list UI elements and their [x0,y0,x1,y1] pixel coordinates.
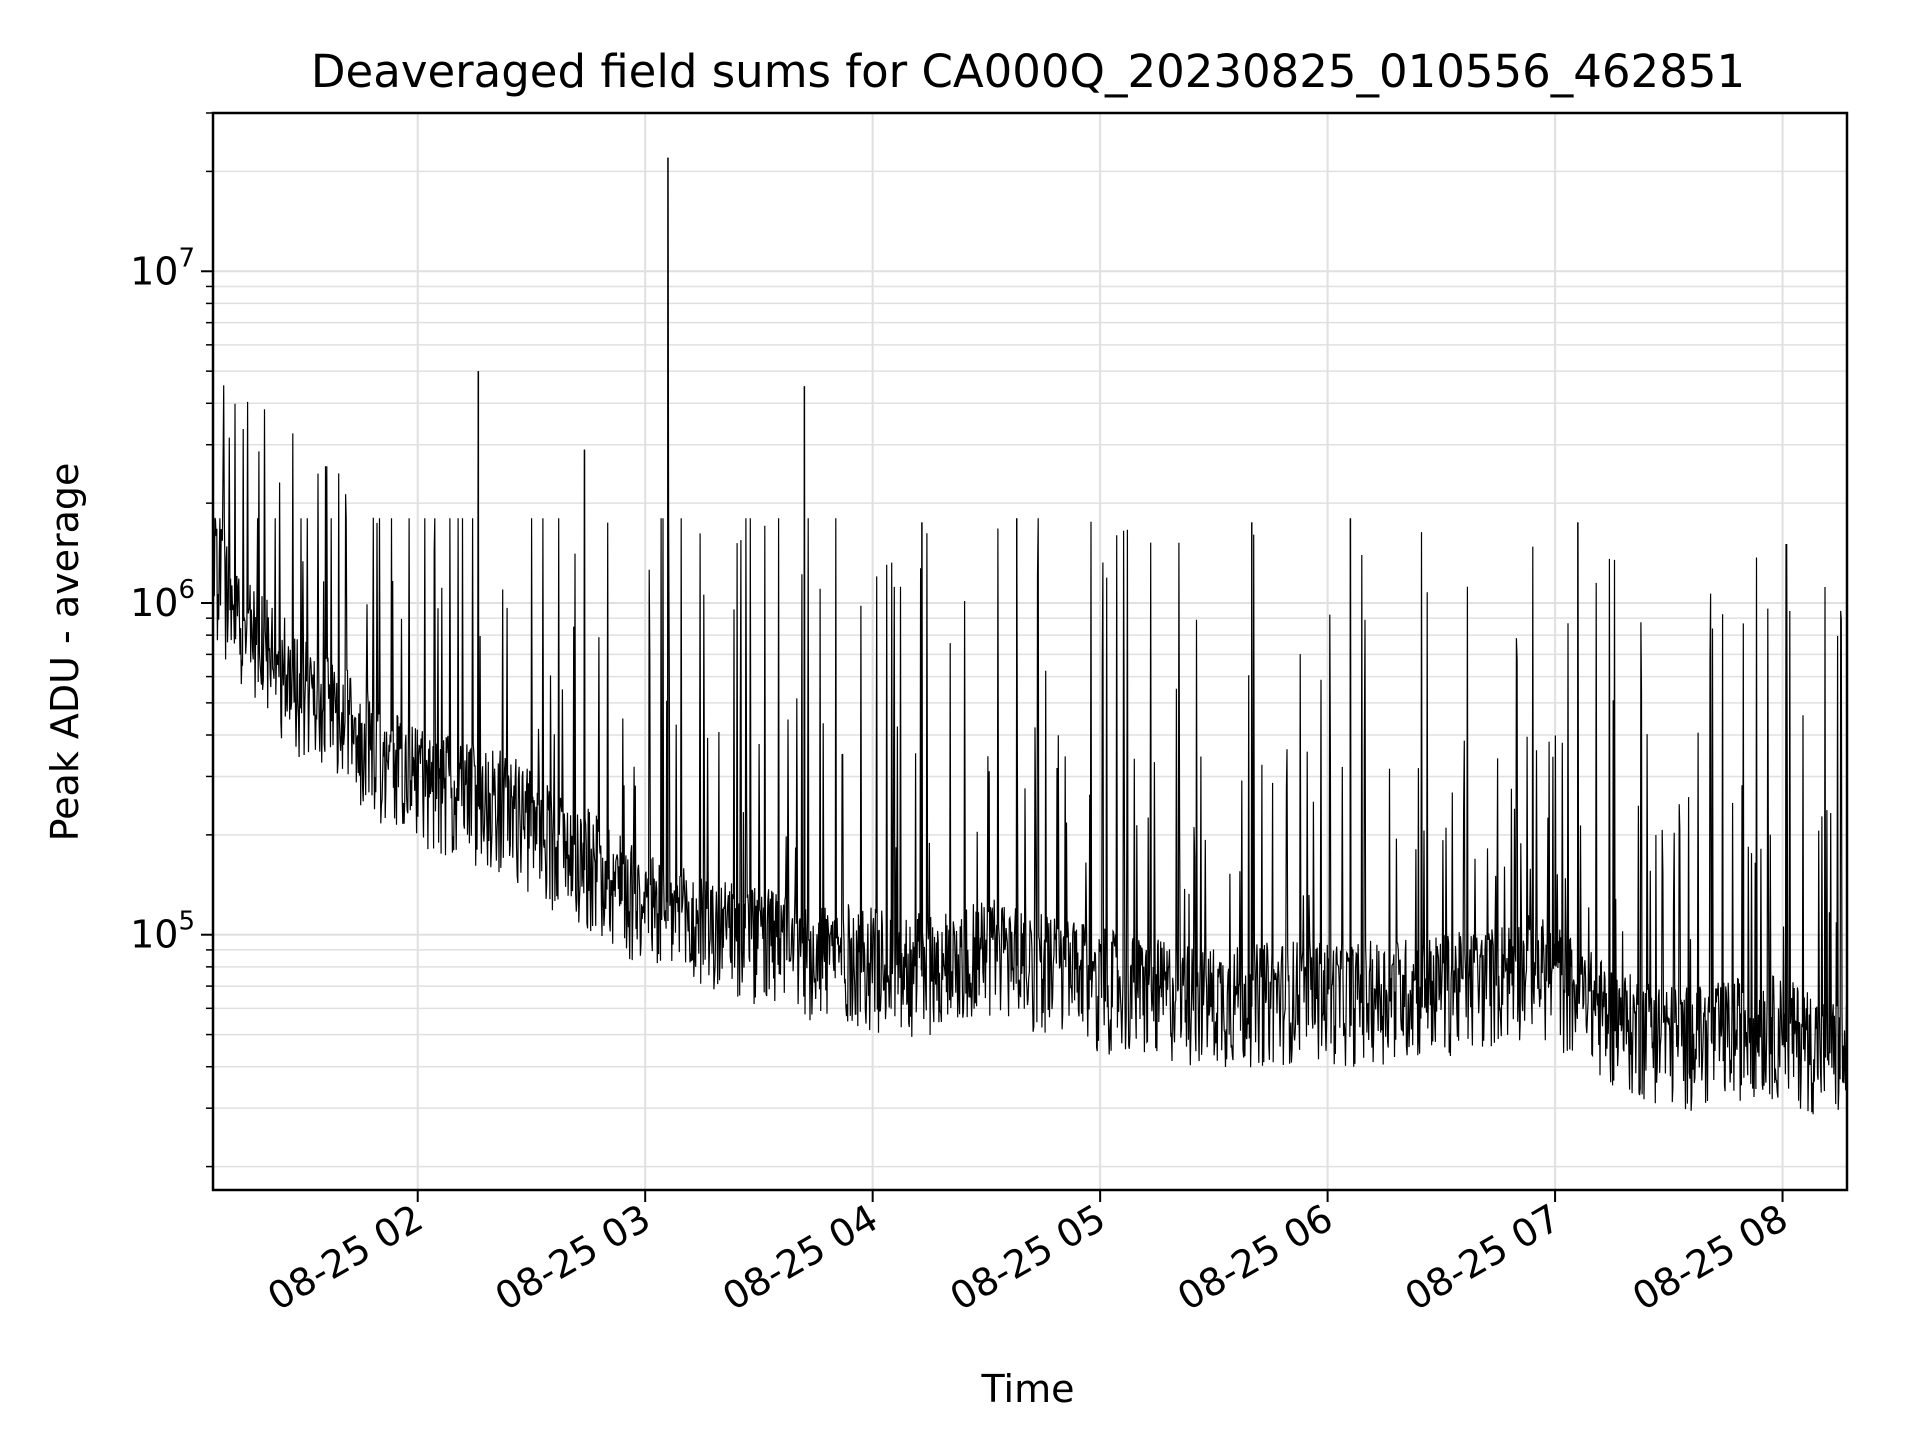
x-axis-label: Time [981,1367,1075,1411]
y-tick-label: 107 [130,243,195,293]
series-layer [212,157,1848,1115]
y-tick-label: 106 [130,575,195,625]
series-line [212,157,1848,1115]
plot-frame [211,111,1849,1192]
y-ticks: 105 106 107 [130,112,213,1168]
y-tick-label: 105 [130,907,195,957]
y-axis-label: Peak ADU - average [43,463,87,842]
minor-grid [213,112,1847,1168]
chart-title: Deaveraged field sums for CA000Q_2023082… [311,45,1745,98]
